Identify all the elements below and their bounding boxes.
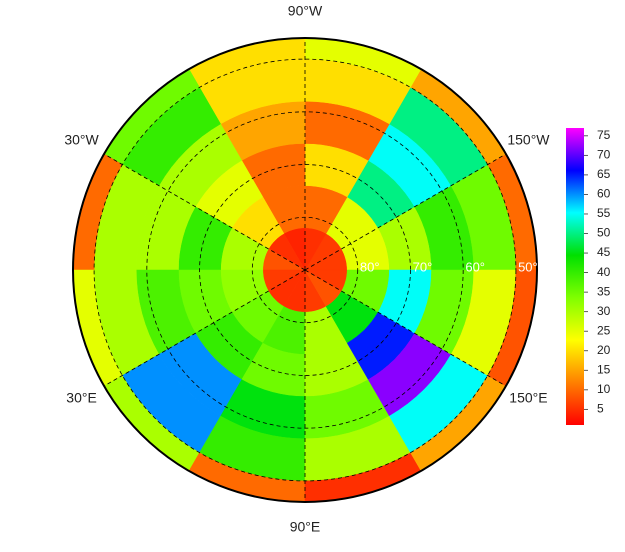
longitude-label: 30°E xyxy=(66,390,97,406)
colorbar-tick-label: 5 xyxy=(597,402,604,416)
longitude-label: 30°W xyxy=(64,132,99,148)
colorbar-tick-label: 30 xyxy=(597,304,611,318)
longitude-label: 90°E xyxy=(290,519,321,535)
colorbar-tick-label: 15 xyxy=(597,362,611,376)
longitude-label: 150°E xyxy=(509,390,547,406)
latitude-label: 80° xyxy=(360,259,380,274)
latitude-label: 60° xyxy=(465,259,485,274)
map-boundary xyxy=(72,37,538,503)
colorbar-tick-label: 75 xyxy=(597,128,611,142)
colorbar-tick-label: 45 xyxy=(597,245,611,259)
colorbar-tick-label: 60 xyxy=(597,187,611,201)
meridian-line xyxy=(304,153,507,271)
colorbar xyxy=(566,128,584,425)
longitude-label: 90°W xyxy=(288,3,323,19)
colorbar-tick-label: 20 xyxy=(597,343,611,357)
latitude-label: 70° xyxy=(413,259,433,274)
colorbar-tick-label: 40 xyxy=(597,265,611,279)
meridian-line xyxy=(304,269,507,387)
latitude-label: 50° xyxy=(518,259,538,274)
colorbar-tick-label: 10 xyxy=(597,382,611,396)
colorbar-tick-label: 50 xyxy=(597,226,611,240)
colorbar-tick-label: 55 xyxy=(597,206,611,220)
colorbar-tick-label: 70 xyxy=(597,148,611,162)
parallel-line xyxy=(146,111,464,429)
meridian-line xyxy=(103,153,306,271)
colorbar-tick-label: 35 xyxy=(597,284,611,298)
colorbar-tick-label: 25 xyxy=(597,323,611,337)
longitude-label: 150°W xyxy=(507,132,550,148)
colorbar-tick-label: 65 xyxy=(597,167,611,181)
parallel-line xyxy=(199,164,411,376)
meridian-line xyxy=(103,269,306,387)
